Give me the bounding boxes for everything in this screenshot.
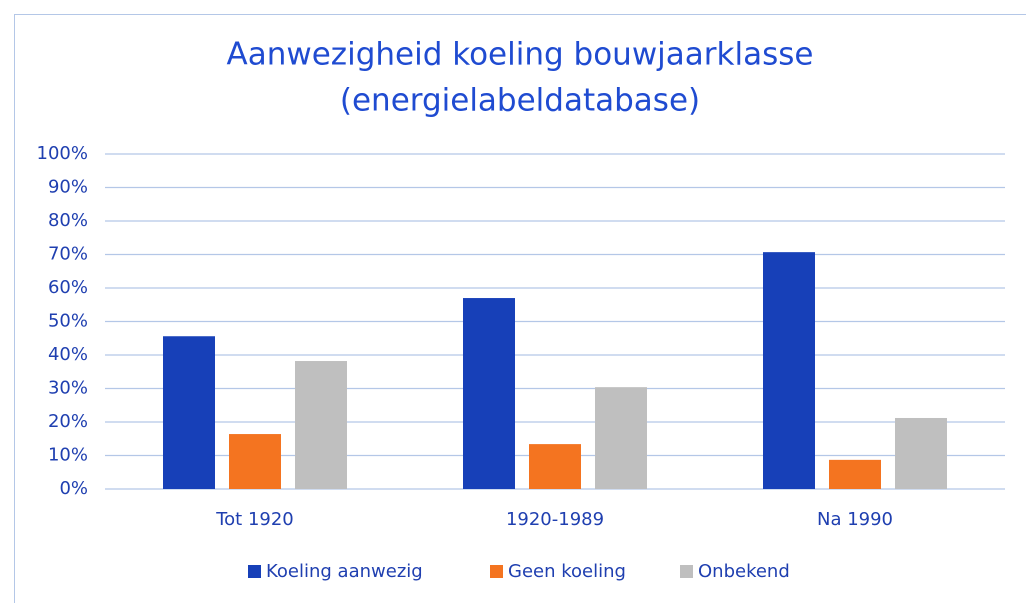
- bar: [163, 336, 215, 489]
- y-tick-label: 10%: [48, 445, 88, 466]
- legend-swatch: [680, 565, 693, 578]
- y-tick-label: 60%: [48, 277, 88, 298]
- y-tick-label: 30%: [48, 378, 88, 399]
- bar: [295, 361, 347, 489]
- y-tick-label: 70%: [48, 244, 88, 265]
- bar: [763, 252, 815, 489]
- y-tick-label: 40%: [48, 344, 88, 365]
- legend-swatch: [490, 565, 503, 578]
- bar: [463, 298, 515, 489]
- chart-title: Aanwezigheid koeling bouwjaarklasse: [227, 37, 814, 73]
- bar: [229, 434, 281, 489]
- y-tick-label: 90%: [48, 177, 88, 198]
- legend-label: Koeling aanwezig: [266, 561, 423, 582]
- bar: [895, 418, 947, 489]
- chart-title: (energielabeldatabase): [340, 83, 700, 119]
- y-tick-label: 0%: [59, 478, 88, 499]
- x-tick-label: 1920-1989: [506, 509, 604, 530]
- x-tick-label: Tot 1920: [215, 509, 294, 530]
- legend-swatch: [248, 565, 261, 578]
- bar: [595, 387, 647, 489]
- legend-label: Onbekend: [698, 561, 790, 582]
- y-tick-label: 20%: [48, 411, 88, 432]
- y-tick-label: 100%: [37, 143, 88, 164]
- bar: [829, 460, 881, 489]
- y-tick-label: 80%: [48, 210, 88, 231]
- y-tick-label: 50%: [48, 311, 88, 332]
- legend-label: Geen koeling: [508, 561, 626, 582]
- bar: [529, 444, 581, 489]
- x-tick-label: Na 1990: [817, 509, 893, 530]
